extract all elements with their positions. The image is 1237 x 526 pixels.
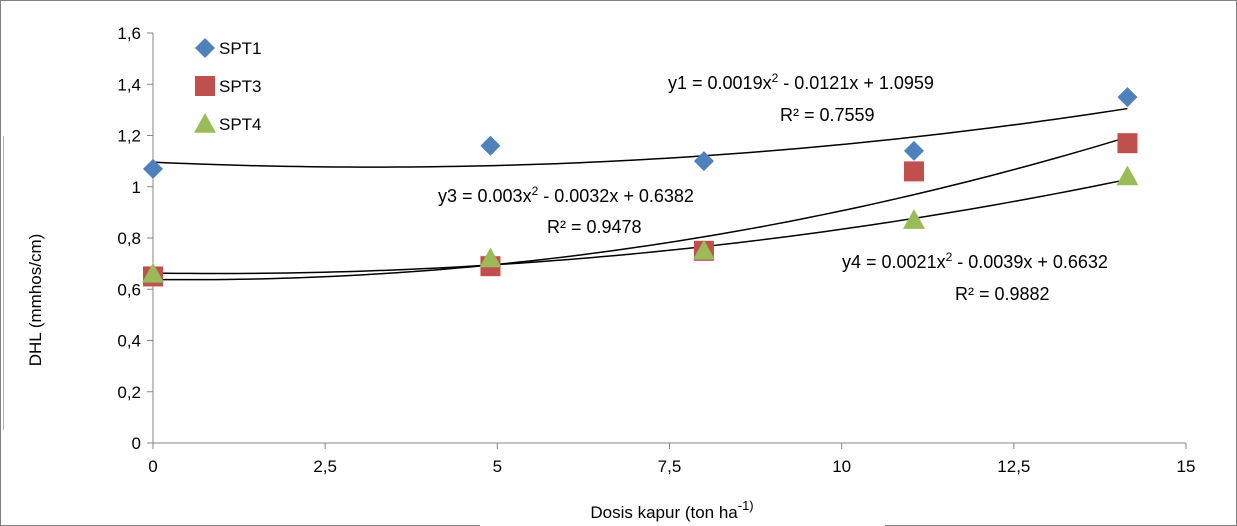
point-spt1: [693, 151, 714, 172]
trendlines: [152, 107, 1128, 281]
x-ticks: 0 2,5 5 7,5 10 12,5 15: [148, 443, 1195, 476]
y-tick-label: 0,6: [117, 280, 141, 299]
point-spt3: [903, 161, 924, 182]
legend-label-spt1: SPT1: [219, 39, 262, 58]
y-tick-label: 1,2: [117, 127, 141, 146]
trendline-spt4: [152, 178, 1128, 275]
legend: SPT1 SPT3 SPT4: [194, 38, 262, 134]
point-spt4: [902, 209, 925, 229]
x-tick-label: 15: [1177, 457, 1196, 476]
point-spt4: [1116, 165, 1139, 186]
y-tick-label: 0,4: [117, 332, 141, 351]
x-tick-label: 2,5: [313, 457, 337, 476]
trendline-spt3: [152, 136, 1128, 281]
y-tick-label: 0: [132, 434, 141, 453]
x-axis-title: Dosis kapur (ton ha-1): [590, 498, 753, 522]
equation-spt4: y4 = 0.0021x2 - 0.0039x + 0.6632: [842, 250, 1108, 272]
data-markers: [142, 87, 1139, 287]
xlabel-backdrop: [480, 494, 885, 526]
x-tick-label: 7,5: [658, 457, 682, 476]
x-axis-title-main: Dosis kapur (ton ha: [590, 503, 738, 522]
r2-spt3: R² = 0.9478: [547, 217, 642, 237]
y-tick-label: 0,8: [117, 229, 141, 248]
point-spt1: [143, 158, 163, 179]
y-tick-label: 1: [132, 178, 141, 197]
y-tick-label: 0,2: [117, 383, 141, 402]
point-spt1: [480, 135, 501, 156]
y-tick-label: 1,6: [117, 24, 141, 43]
r2-spt4: R² = 0.9882: [955, 284, 1050, 304]
legend-label-spt4: SPT4: [219, 115, 262, 134]
point-spt1: [903, 140, 924, 161]
point-spt4: [692, 239, 715, 260]
y-axis-title: DHL (mmhos/cm): [26, 234, 45, 367]
legend-label-spt3: SPT3: [219, 77, 262, 96]
r2-spt1: R² = 0.7559: [780, 105, 875, 125]
x-tick-label: 0: [148, 457, 157, 476]
point-spt1: [1117, 87, 1138, 108]
legend-marker-spt4: [194, 113, 216, 133]
equation-spt3: y3 = 0.003x2 - 0.0032x + 0.6382: [438, 184, 694, 206]
point-spt4: [142, 262, 164, 283]
x-tick-label: 5: [493, 457, 502, 476]
trendline-equations: y1 = 0.0019x2 - 0.0121x + 1.0959 R² = 0.…: [438, 71, 1108, 304]
legend-marker-spt1: [195, 38, 215, 58]
trendline-spt1: [152, 107, 1128, 168]
point-spt3: [1117, 133, 1138, 154]
x-axis-title-superscript: -1): [738, 498, 754, 513]
x-tick-label: 12,5: [997, 457, 1030, 476]
equation-spt1: y1 = 0.0019x2 - 0.0121x + 1.0959: [668, 71, 934, 93]
y-ticks: 0 0,2 0,4 0,6 0,8 1 1,2 1,4 1,6: [117, 24, 153, 453]
x-tick-label: 10: [832, 457, 851, 476]
legend-marker-spt3: [195, 76, 215, 96]
y-tick-label: 1,4: [117, 75, 141, 94]
point-spt4: [479, 247, 502, 268]
